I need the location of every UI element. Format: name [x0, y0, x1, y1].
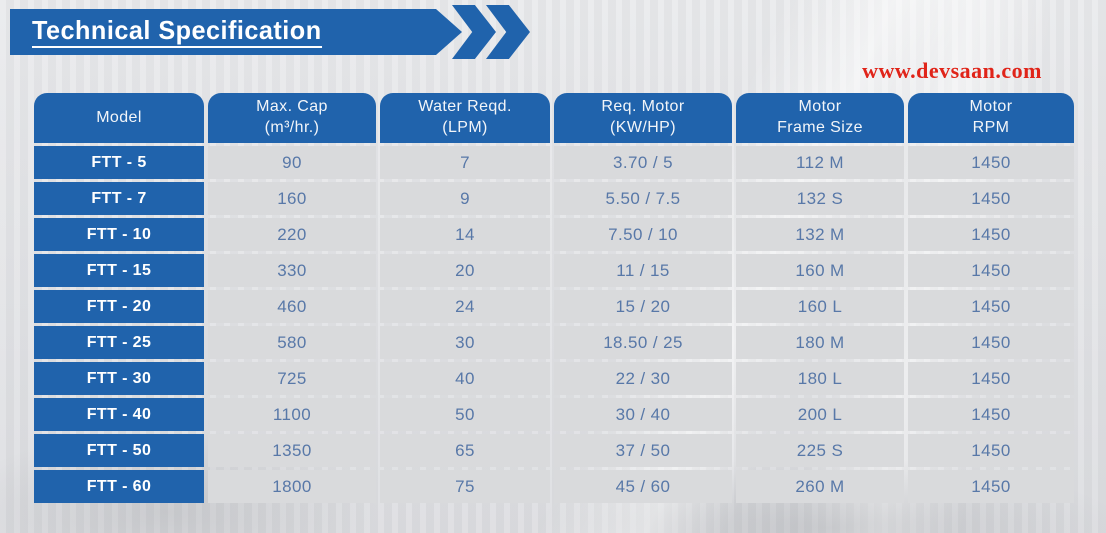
cell-water-reqd: 75: [380, 470, 550, 503]
cell-req-motor: 15 / 20: [554, 290, 732, 323]
spec-table-container: Model Max. Cap (m³/hr.) Water Reqd. (LPM…: [30, 90, 1078, 506]
cell-req-motor: 11 / 15: [554, 254, 732, 287]
table-row: FTT - 60 1800 75 45 / 60 260 M 1450: [34, 470, 1074, 503]
cell-rpm: 1450: [908, 398, 1074, 431]
cell-model: FTT - 15: [34, 254, 204, 287]
cell-req-motor: 18.50 / 25: [554, 326, 732, 359]
website-url: www.devsaan.com: [862, 58, 1042, 83]
cell-max-cap: 580: [208, 326, 376, 359]
cell-max-cap: 330: [208, 254, 376, 287]
header-label: Frame Size: [777, 119, 863, 136]
cell-frame-size: 180 M: [736, 326, 904, 359]
cell-frame-size: 112 M: [736, 146, 904, 179]
column-header-max-cap: Max. Cap (m³/hr.): [208, 93, 376, 143]
header-label: Motor: [798, 98, 842, 116]
cell-max-cap: 1350: [208, 434, 376, 467]
cell-max-cap: 1800: [208, 470, 376, 503]
cell-model: FTT - 30: [34, 362, 204, 395]
cell-req-motor: 37 / 50: [554, 434, 732, 467]
cell-rpm: 1450: [908, 290, 1074, 323]
cell-rpm: 1450: [908, 218, 1074, 251]
cell-max-cap: 160: [208, 182, 376, 215]
header-label: Model: [96, 108, 142, 126]
cell-max-cap: 725: [208, 362, 376, 395]
header-label: (LPM): [442, 119, 488, 136]
cell-max-cap: 220: [208, 218, 376, 251]
cell-max-cap: 1100: [208, 398, 376, 431]
cell-frame-size: 200 L: [736, 398, 904, 431]
spec-table: Model Max. Cap (m³/hr.) Water Reqd. (LPM…: [30, 90, 1078, 506]
cell-water-reqd: 65: [380, 434, 550, 467]
cell-water-reqd: 24: [380, 290, 550, 323]
cell-water-reqd: 50: [380, 398, 550, 431]
cell-model: FTT - 5: [34, 146, 204, 179]
table-row: FTT - 30 725 40 22 / 30 180 L 1450: [34, 362, 1074, 395]
cell-water-reqd: 7: [380, 146, 550, 179]
cell-rpm: 1450: [908, 434, 1074, 467]
cell-model: FTT - 60: [34, 470, 204, 503]
cell-max-cap: 90: [208, 146, 376, 179]
cell-model: FTT - 40: [34, 398, 204, 431]
cell-model: FTT - 10: [34, 218, 204, 251]
header-label: RPM: [972, 119, 1010, 136]
column-header-model: Model: [34, 93, 204, 143]
table-row: FTT - 50 1350 65 37 / 50 225 S 1450: [34, 434, 1074, 467]
column-header-req-motor: Req. Motor (KW/HP): [554, 93, 732, 143]
table-row: FTT - 25 580 30 18.50 / 25 180 M 1450: [34, 326, 1074, 359]
cell-frame-size: 132 M: [736, 218, 904, 251]
column-header-water-reqd: Water Reqd. (LPM): [380, 93, 550, 143]
title-banner: Technical Specification: [10, 9, 462, 55]
header-label: Motor: [969, 98, 1013, 116]
cell-water-reqd: 30: [380, 326, 550, 359]
cell-frame-size: 225 S: [736, 434, 904, 467]
table-row: FTT - 20 460 24 15 / 20 160 L 1450: [34, 290, 1074, 323]
cell-water-reqd: 14: [380, 218, 550, 251]
cell-water-reqd: 20: [380, 254, 550, 287]
table-row: FTT - 10 220 14 7.50 / 10 132 M 1450: [34, 218, 1074, 251]
table-row: FTT - 15 330 20 11 / 15 160 M 1450: [34, 254, 1074, 287]
cell-frame-size: 160 M: [736, 254, 904, 287]
cell-water-reqd: 40: [380, 362, 550, 395]
column-header-rpm: Motor RPM: [908, 93, 1074, 143]
header-label: (KW/HP): [610, 119, 676, 136]
table-row: FTT - 5 90 7 3.70 / 5 112 M 1450: [34, 146, 1074, 179]
cell-frame-size: 180 L: [736, 362, 904, 395]
cell-req-motor: 30 / 40: [554, 398, 732, 431]
column-header-frame-size: Motor Frame Size: [736, 93, 904, 143]
cell-rpm: 1450: [908, 254, 1074, 287]
cell-model: FTT - 25: [34, 326, 204, 359]
cell-req-motor: 22 / 30: [554, 362, 732, 395]
cell-frame-size: 260 M: [736, 470, 904, 503]
cell-model: FTT - 20: [34, 290, 204, 323]
cell-frame-size: 132 S: [736, 182, 904, 215]
table-row: FTT - 7 160 9 5.50 / 7.5 132 S 1450: [34, 182, 1074, 215]
cell-water-reqd: 9: [380, 182, 550, 215]
header-label: Req. Motor: [601, 98, 685, 116]
cell-req-motor: 5.50 / 7.5: [554, 182, 732, 215]
cell-frame-size: 160 L: [736, 290, 904, 323]
cell-model: FTT - 50: [34, 434, 204, 467]
cell-req-motor: 3.70 / 5: [554, 146, 732, 179]
cell-req-motor: 45 / 60: [554, 470, 732, 503]
page-title: Technical Specification: [32, 17, 322, 48]
cell-rpm: 1450: [908, 146, 1074, 179]
header-row: Model Max. Cap (m³/hr.) Water Reqd. (LPM…: [34, 93, 1074, 143]
table-row: FTT - 40 1100 50 30 / 40 200 L 1450: [34, 398, 1074, 431]
header-label: Water Reqd.: [418, 98, 512, 116]
header-label: Max. Cap: [256, 98, 328, 116]
cell-max-cap: 460: [208, 290, 376, 323]
cell-rpm: 1450: [908, 470, 1074, 503]
header-label: (m³/hr.): [264, 119, 320, 136]
cell-rpm: 1450: [908, 362, 1074, 395]
cell-rpm: 1450: [908, 182, 1074, 215]
cell-rpm: 1450: [908, 326, 1074, 359]
cell-req-motor: 7.50 / 10: [554, 218, 732, 251]
cell-model: FTT - 7: [34, 182, 204, 215]
